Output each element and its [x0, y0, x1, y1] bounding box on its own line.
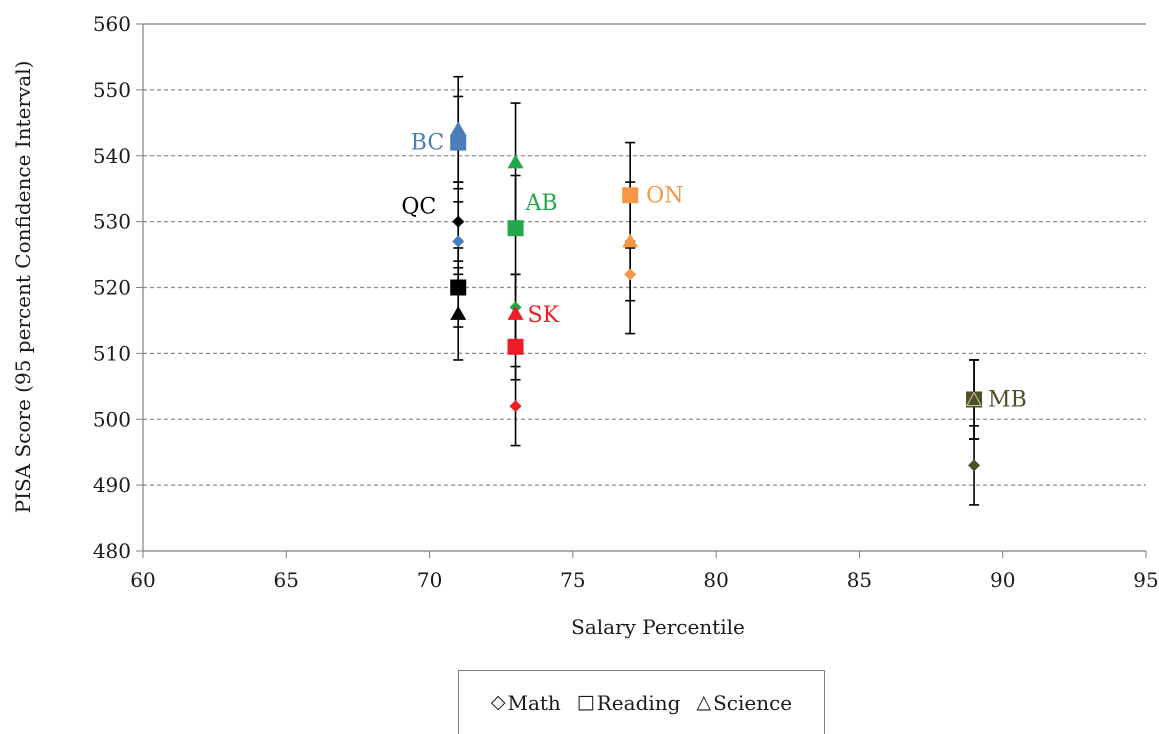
point-on-reading — [622, 187, 639, 204]
point-ab-science — [507, 154, 524, 169]
error-bars — [453, 75, 980, 506]
province-labels: BC QC AB SK ON MB — [401, 131, 1026, 413]
x-axis-label: Salary Percentile — [571, 615, 745, 639]
point-sk-science — [507, 305, 524, 320]
data-points — [450, 121, 983, 472]
legend-label-reading: Reading — [596, 690, 681, 715]
tick-labels: 480 490 500 510 520 530 540 550 560 60 65 70 75 80 85 9… — [93, 12, 1159, 592]
grid-lines — [143, 89, 1146, 486]
diamond-icon: ◇ — [490, 691, 506, 713]
province-label-bc: BC — [411, 131, 444, 156]
y-tick-label-550: 550 — [93, 78, 131, 102]
errbar-on-science — [625, 181, 636, 335]
legend-item-math: ◇ Math — [491, 691, 561, 715]
axes — [136, 23, 1147, 558]
triangle-icon: △ — [696, 691, 712, 713]
y-axis-label: PISA Score (95 percent Confidence Interv… — [11, 61, 35, 514]
point-on-math — [624, 268, 637, 281]
point-qc-science — [450, 305, 467, 320]
y-tick-label-560: 560 — [93, 12, 131, 36]
x-tick-label-60: 60 — [130, 568, 155, 592]
y-tick-label-530: 530 — [93, 210, 131, 234]
legend-label-science: Science — [713, 690, 793, 715]
point-mb-science-outline — [966, 391, 982, 406]
y-tick-label-490: 490 — [93, 473, 131, 497]
y-tick-label-500: 500 — [93, 407, 131, 431]
point-bc-science — [450, 121, 467, 136]
x-tick-label-80: 80 — [703, 568, 728, 592]
point-qc-math — [452, 215, 465, 228]
province-label-on: ON — [646, 183, 683, 208]
point-mb-reading — [966, 391, 983, 408]
x-tick-label-90: 90 — [990, 568, 1015, 592]
province-label-ab: AB — [525, 191, 558, 216]
y-tick-label-510: 510 — [93, 341, 131, 365]
legend: ◇ Math □ Reading △ Science — [458, 670, 825, 734]
legend-item-reading: □ Reading — [577, 691, 681, 715]
x-tick-label-85: 85 — [847, 568, 872, 592]
point-bc-math — [452, 235, 465, 248]
point-qc-reading — [450, 279, 467, 296]
y-tick-label-480: 480 — [93, 539, 131, 563]
square-icon: □ — [576, 691, 595, 713]
x-tick-label-70: 70 — [417, 568, 442, 592]
x-tick-label-75: 75 — [560, 568, 585, 592]
y-tick-label-520: 520 — [93, 276, 131, 300]
point-bc-reading — [450, 134, 467, 151]
point-sk-reading — [507, 338, 524, 355]
province-label-qc: QC — [401, 195, 436, 220]
x-tick-label-65: 65 — [274, 568, 299, 592]
province-label-mb: MB — [988, 387, 1027, 412]
point-on-science — [622, 233, 639, 248]
point-sk-math — [509, 400, 522, 413]
legend-label-math: Math — [507, 690, 561, 715]
y-tick-label-540: 540 — [93, 144, 131, 168]
point-mb-math — [968, 459, 981, 472]
legend-item-science: △ Science — [696, 691, 792, 715]
point-ab-reading — [507, 220, 524, 237]
province-label-sk: SK — [528, 303, 560, 328]
x-tick-label-95: 95 — [1133, 568, 1158, 592]
